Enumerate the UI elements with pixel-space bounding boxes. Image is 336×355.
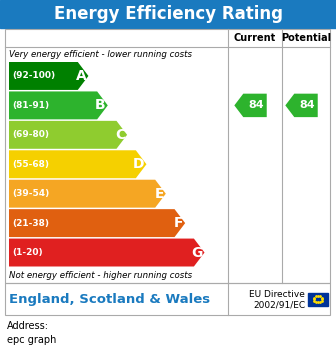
Text: England, Scotland & Wales: England, Scotland & Wales bbox=[9, 293, 210, 306]
Text: G: G bbox=[191, 246, 203, 260]
Text: Potential: Potential bbox=[281, 33, 331, 43]
Text: 84: 84 bbox=[300, 100, 315, 110]
Text: C: C bbox=[115, 128, 125, 142]
Text: (21-38): (21-38) bbox=[12, 219, 49, 228]
Text: Energy Efficiency Rating: Energy Efficiency Rating bbox=[53, 5, 283, 23]
Text: 2002/91/EC: 2002/91/EC bbox=[253, 300, 305, 309]
Polygon shape bbox=[9, 121, 127, 149]
Text: (92-100): (92-100) bbox=[12, 71, 55, 81]
Bar bbox=[0, 0, 336, 28]
Polygon shape bbox=[9, 150, 146, 178]
Text: (81-91): (81-91) bbox=[12, 101, 49, 110]
Text: F: F bbox=[174, 216, 183, 230]
Text: epc graph: epc graph bbox=[7, 335, 56, 345]
Text: (55-68): (55-68) bbox=[12, 160, 49, 169]
Text: 84: 84 bbox=[249, 100, 264, 110]
Polygon shape bbox=[9, 239, 205, 267]
Text: EU Directive: EU Directive bbox=[249, 290, 305, 299]
Text: E: E bbox=[154, 187, 164, 201]
Text: (1-20): (1-20) bbox=[12, 248, 43, 257]
Polygon shape bbox=[234, 94, 267, 117]
Text: (69-80): (69-80) bbox=[12, 130, 49, 139]
Text: Very energy efficient - lower running costs: Very energy efficient - lower running co… bbox=[9, 50, 192, 59]
Polygon shape bbox=[9, 180, 166, 208]
Text: D: D bbox=[133, 157, 144, 171]
Polygon shape bbox=[9, 92, 108, 119]
Polygon shape bbox=[9, 62, 88, 90]
Bar bbox=[308, 293, 328, 306]
Polygon shape bbox=[285, 94, 318, 117]
Text: Address:: Address: bbox=[7, 321, 49, 331]
Bar bbox=[5, 29, 330, 283]
Polygon shape bbox=[9, 209, 185, 237]
Text: A: A bbox=[76, 69, 86, 83]
Text: (39-54): (39-54) bbox=[12, 189, 49, 198]
Bar bbox=[5, 283, 330, 315]
Text: Not energy efficient - higher running costs: Not energy efficient - higher running co… bbox=[9, 271, 192, 280]
Text: B: B bbox=[95, 98, 106, 113]
Text: Current: Current bbox=[234, 33, 276, 43]
